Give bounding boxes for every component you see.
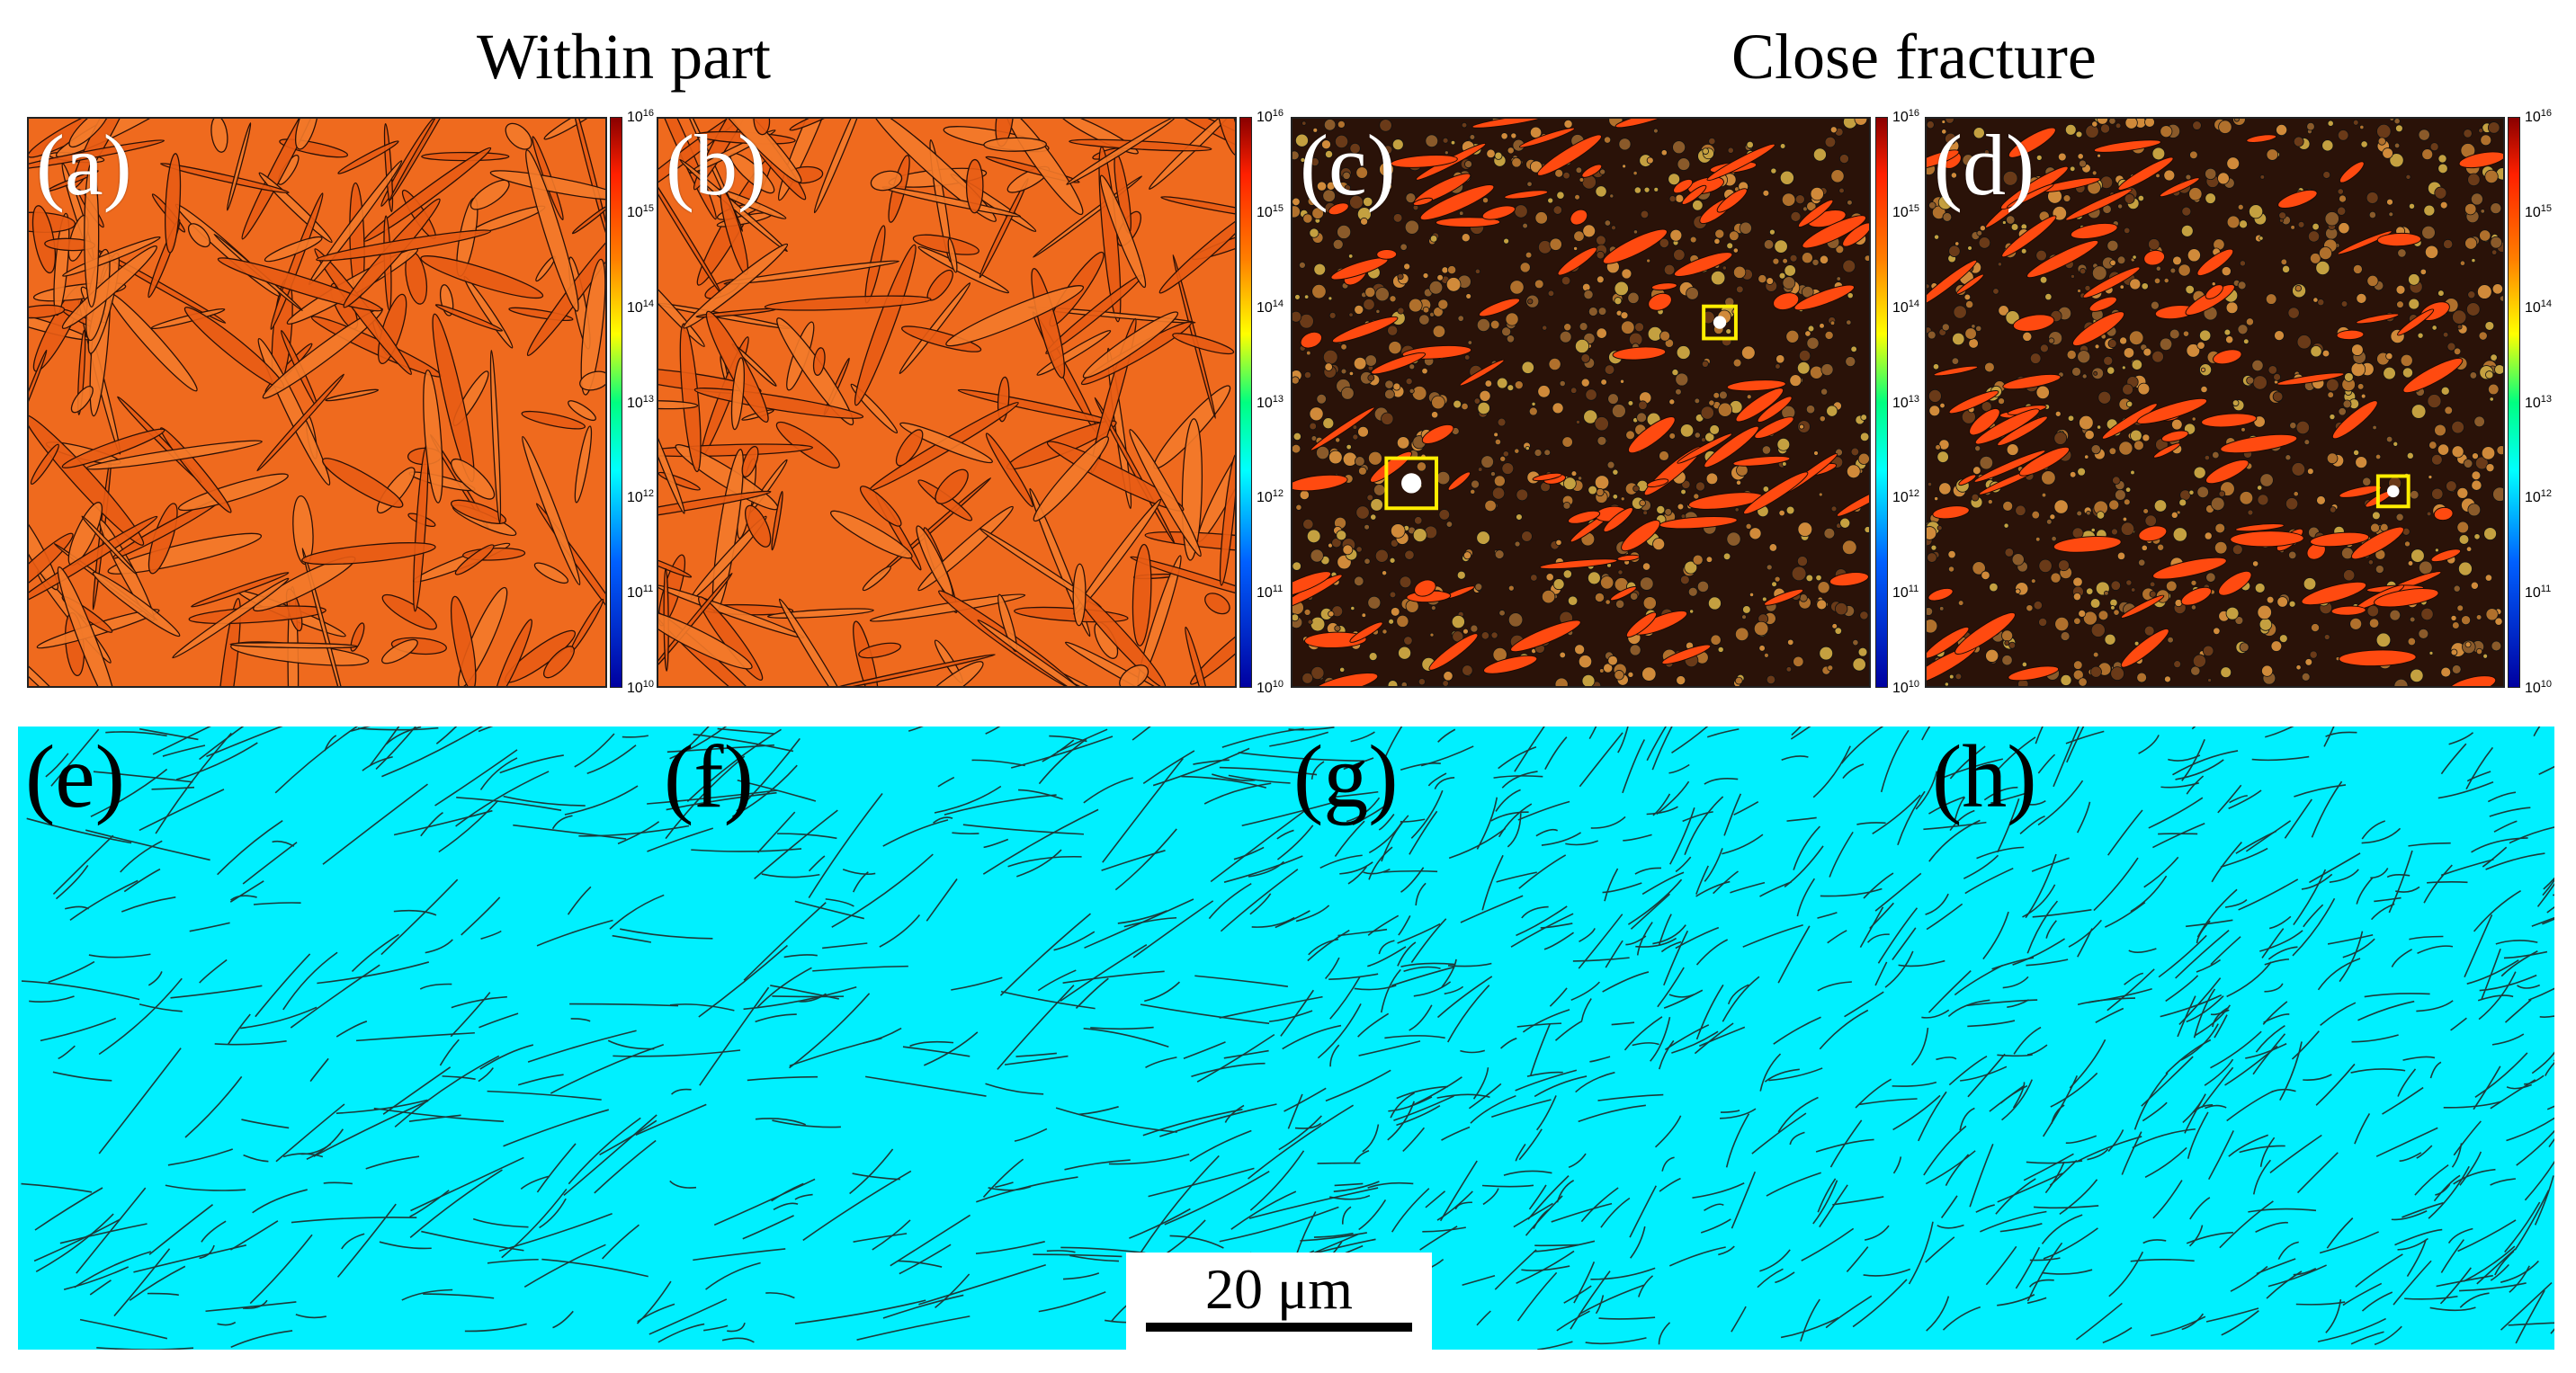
- colorbar-tick-label: 1012: [1892, 488, 1920, 506]
- scale-bar-box: 20 μm: [1126, 1253, 1432, 1350]
- heading-within-part: Within part: [477, 21, 772, 93]
- scale-bar-label: 20 μm: [1204, 1257, 1354, 1321]
- colorbar-tick-label: 1015: [2525, 202, 2553, 220]
- panel-label-c: (c): [1300, 117, 1396, 213]
- panel-label-g: (g): [1293, 727, 1399, 826]
- colorbar-c: [1875, 117, 1888, 688]
- panel-d: (d): [1925, 117, 2505, 688]
- colorbar-tick-label: 1010: [1892, 678, 1920, 697]
- panel-label-f: (f): [664, 727, 754, 826]
- panel-b: (b): [657, 117, 1237, 688]
- dislocation-density-map-a: [29, 119, 605, 686]
- colorbar-tick-label: 1010: [1257, 678, 1284, 697]
- dislocation-density-map-d: [1927, 119, 2503, 686]
- grain-boundary-map: (e) (f) (g) (h) 20 μm: [18, 727, 2554, 1350]
- colorbar-ticks-d: 1016 1015 1014 1013 1012 1011 1010: [2525, 108, 2576, 696]
- panel-a: (a): [27, 117, 607, 688]
- colorbar-tick-label: 1016: [1892, 107, 1920, 126]
- panel-label-b: (b): [666, 117, 766, 213]
- colorbar-tick-label: 1016: [2525, 107, 2553, 126]
- panel-label-h: (h): [1932, 727, 2037, 826]
- colorbar-tick-label: 1012: [1257, 488, 1284, 506]
- dislocation-density-map-b: [658, 119, 1235, 686]
- colorbar-ticks-b: 1016 1015 1014 1013 1012 1011 1010: [1257, 108, 1310, 696]
- panel-c: (c): [1291, 117, 1871, 688]
- panel-label-a: (a): [36, 117, 132, 213]
- colorbar-d: [2508, 117, 2520, 688]
- colorbar-tick-label: 1013: [2525, 393, 2553, 411]
- colorbar-tick-label: 1010: [627, 678, 655, 697]
- colorbar-tick-label: 1012: [2525, 488, 2553, 506]
- colorbar-tick-label: 1013: [1257, 393, 1284, 411]
- colorbar-tick-label: 1014: [1892, 298, 1920, 316]
- colorbar-tick-label: 1011: [1257, 583, 1284, 602]
- scale-bar: [1146, 1323, 1412, 1332]
- colorbar-tick-label: 1011: [1892, 583, 1919, 602]
- colorbar-tick-label: 1016: [627, 107, 655, 126]
- colorbar-tick-label: 1014: [2525, 298, 2553, 316]
- heading-close-fracture: Close fracture: [1731, 21, 2097, 93]
- colorbar-tick-label: 1014: [627, 298, 655, 316]
- highlight-box: [1384, 456, 1438, 511]
- colorbar-tick-label: 1016: [1257, 107, 1284, 126]
- colorbar-tick-label: 1015: [1257, 202, 1284, 220]
- colorbar-tick-label: 1011: [2525, 583, 2552, 602]
- colorbar-ticks-c: 1016 1015 1014 1013 1012 1011 1010: [1892, 108, 1946, 696]
- grain-boundary-lines: [21, 727, 2554, 1350]
- dislocation-density-map-c: [1292, 119, 1869, 686]
- colorbar-ticks-a: 1016 1015 1014 1013 1012 1011 1010: [627, 108, 681, 696]
- panel-label-d: (d): [1934, 117, 2035, 213]
- colorbar-tick-label: 1015: [1892, 202, 1920, 220]
- colorbar-tick-label: 1015: [627, 202, 655, 220]
- colorbar-tick-label: 1013: [627, 393, 655, 411]
- colorbar-tick-label: 1011: [627, 583, 654, 602]
- colorbar-tick-label: 1013: [1892, 393, 1920, 411]
- colorbar-tick-label: 1010: [2525, 678, 2553, 697]
- colorbar-tick-label: 1012: [627, 488, 655, 506]
- colorbar-b: [1239, 117, 1252, 688]
- highlight-box: [2375, 474, 2411, 509]
- colorbar-a: [610, 117, 622, 688]
- colorbar-tick-label: 1014: [1257, 298, 1284, 316]
- panel-label-e: (e): [25, 727, 125, 826]
- highlight-box: [1702, 304, 1738, 341]
